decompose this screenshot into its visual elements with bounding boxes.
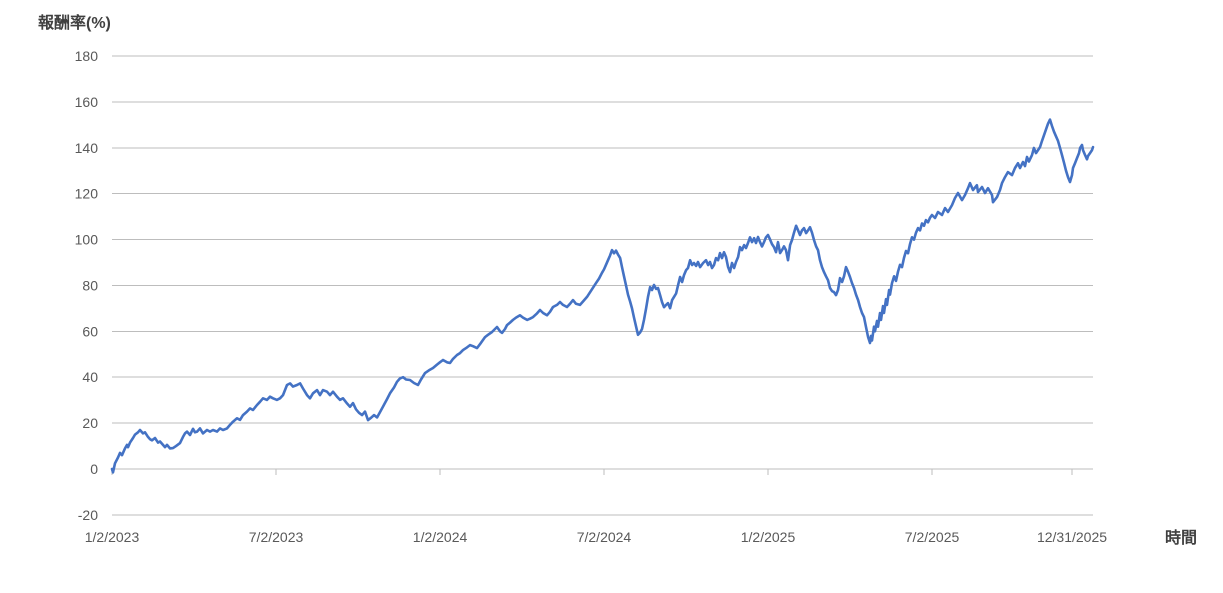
x-tick-label: 7/2/2025 xyxy=(905,529,960,545)
y-tick-label-60: 60 xyxy=(82,323,98,339)
x-tick-label: 7/2/2023 xyxy=(249,529,304,545)
x-tick-label: 7/2/2024 xyxy=(577,529,632,545)
y-axis-tick-labels: -20 0 20 40 60 80 100 120 140 160 180 xyxy=(75,48,99,523)
y-tick-label-140: 140 xyxy=(75,140,99,156)
x-tick-label: 1/2/2023 xyxy=(85,529,140,545)
x-tick-label: 1/2/2025 xyxy=(741,529,796,545)
gridlines-layer xyxy=(112,55,1093,516)
y-tick-label-0: 0 xyxy=(90,461,98,477)
return-rate-line xyxy=(110,118,1095,474)
y-tick-label-180: 180 xyxy=(75,48,99,64)
x-axis-tick-labels: 1/2/2023 7/2/2023 1/2/2024 7/2/2024 1/2/2025… xyxy=(85,469,1107,545)
y-tick-label-120: 120 xyxy=(75,186,99,202)
x-tick-label: 1/2/2024 xyxy=(413,529,468,545)
y-tick-label-20: 20 xyxy=(82,415,98,431)
y-tick-label-160: 160 xyxy=(75,94,99,110)
y-tick-label-100: 100 xyxy=(75,232,99,248)
y-tick-label--20: -20 xyxy=(78,507,98,523)
series-layer xyxy=(110,118,1095,474)
y-axis-title: 報酬率(%) xyxy=(38,13,111,32)
y-tick-label-80: 80 xyxy=(82,277,98,293)
x-axis-title: 時間 xyxy=(1165,528,1197,547)
x-tick-label: 12/31/2025 xyxy=(1037,529,1107,545)
y-tick-label-40: 40 xyxy=(82,369,98,385)
